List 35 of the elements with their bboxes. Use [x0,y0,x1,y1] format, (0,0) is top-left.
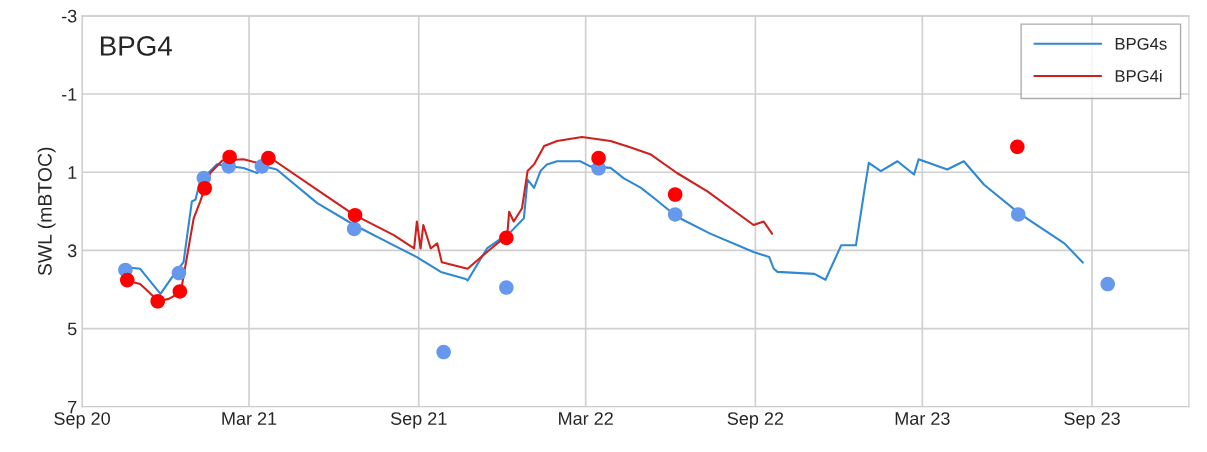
point [347,207,363,223]
x-tick-label: Mar 21 [222,412,277,425]
point [171,265,187,281]
y-tick-label: 5 [67,322,77,336]
point [591,150,606,166]
x-tick-label: Sep 23 [1064,412,1120,429]
point [172,284,188,299]
y-tick-label: 3 [67,244,77,258]
y-tick-label: -1 [61,88,77,101]
point [499,280,514,295]
legend-label: BPG4s [1115,37,1167,50]
x-tick-label: Sep 22 [727,412,784,429]
point [197,180,213,196]
x-tick-label: Mar 23 [895,412,950,425]
point [150,293,165,309]
point [1100,276,1116,292]
x-tick-label: Sep 20 [54,412,110,429]
y-tick-label: 1 [68,166,77,179]
point [119,272,135,288]
point [1010,139,1025,155]
y-tick-label: 7 [68,400,77,414]
point [436,344,451,360]
y-tick-label: -3 [61,9,77,23]
point [667,207,683,222]
legend-label: BPG4i [1115,69,1162,82]
x-tick-label: Sep 21 [390,412,447,429]
point [499,230,514,246]
x-tick-label: Mar 22 [559,412,613,425]
point [667,187,683,202]
y-axis-title: SWL (mBTOC) [37,147,56,276]
point [261,150,276,166]
point [1010,207,1026,222]
point [346,221,362,237]
text: BPG4 [100,36,172,56]
point [222,149,237,165]
